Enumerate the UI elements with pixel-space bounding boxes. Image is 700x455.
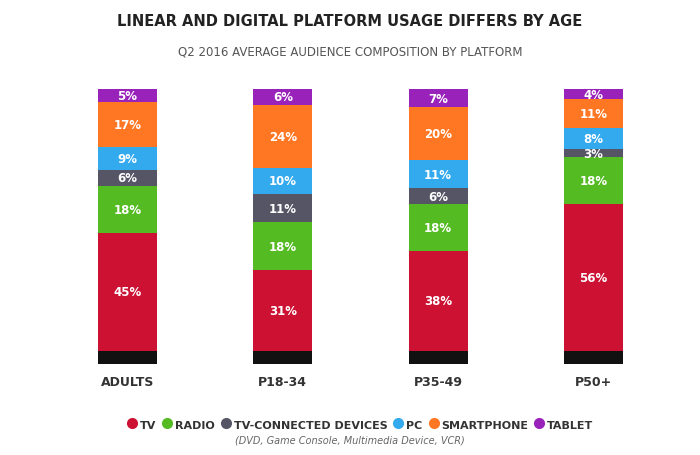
Legend: TV, RADIO, TV-CONNECTED DEVICES, PC, SMARTPHONE, TABLET: TV, RADIO, TV-CONNECTED DEVICES, PC, SMA… bbox=[123, 415, 598, 434]
Text: 6%: 6% bbox=[428, 190, 448, 203]
Text: 8%: 8% bbox=[584, 133, 603, 146]
Text: 17%: 17% bbox=[113, 119, 141, 131]
Text: Q2 2016 AVERAGE AUDIENCE COMPOSITION BY PLATFORM: Q2 2016 AVERAGE AUDIENCE COMPOSITION BY … bbox=[178, 46, 522, 59]
Text: 45%: 45% bbox=[113, 286, 141, 298]
Text: LINEAR AND DIGITAL PLATFORM USAGE DIFFERS BY AGE: LINEAR AND DIGITAL PLATFORM USAGE DIFFER… bbox=[118, 14, 582, 29]
Bar bbox=[564, 100, 623, 129]
Text: 4%: 4% bbox=[584, 89, 603, 101]
Bar bbox=[564, 205, 623, 351]
Text: 18%: 18% bbox=[113, 203, 141, 217]
Text: 18%: 18% bbox=[424, 222, 452, 235]
Text: 38%: 38% bbox=[424, 295, 452, 308]
Bar bbox=[409, 252, 468, 351]
Bar bbox=[253, 351, 312, 364]
Bar bbox=[98, 233, 157, 351]
Bar bbox=[253, 106, 312, 168]
Text: 31%: 31% bbox=[269, 304, 297, 317]
Text: (DVD, Game Console, Multimedia Device, VCR): (DVD, Game Console, Multimedia Device, V… bbox=[235, 435, 465, 445]
Text: 11%: 11% bbox=[269, 202, 297, 215]
Bar bbox=[253, 270, 312, 351]
Text: 11%: 11% bbox=[424, 168, 452, 181]
Text: 24%: 24% bbox=[269, 130, 297, 143]
Bar bbox=[564, 90, 623, 100]
Bar bbox=[564, 150, 623, 158]
Text: 18%: 18% bbox=[269, 240, 297, 253]
Bar bbox=[409, 108, 468, 160]
Bar bbox=[409, 351, 468, 364]
Bar bbox=[409, 189, 468, 205]
Bar bbox=[564, 158, 623, 205]
Text: 7%: 7% bbox=[428, 92, 448, 106]
Bar bbox=[253, 194, 312, 223]
Text: 11%: 11% bbox=[580, 108, 608, 121]
Text: 9%: 9% bbox=[118, 152, 137, 166]
Bar bbox=[98, 187, 157, 233]
Text: 6%: 6% bbox=[118, 172, 137, 185]
Bar bbox=[253, 223, 312, 270]
Text: 6%: 6% bbox=[273, 91, 293, 104]
Text: 5%: 5% bbox=[118, 90, 137, 103]
Text: 10%: 10% bbox=[269, 175, 297, 188]
Bar bbox=[409, 90, 468, 108]
Text: 20%: 20% bbox=[424, 128, 452, 141]
Bar bbox=[98, 147, 157, 171]
Bar bbox=[409, 160, 468, 189]
Bar bbox=[564, 351, 623, 364]
Text: 56%: 56% bbox=[580, 271, 608, 284]
Text: 18%: 18% bbox=[580, 175, 608, 188]
Bar bbox=[564, 129, 623, 150]
Bar bbox=[253, 90, 312, 106]
Bar bbox=[98, 171, 157, 187]
Bar bbox=[98, 90, 157, 103]
Bar bbox=[98, 351, 157, 364]
Text: 3%: 3% bbox=[584, 147, 603, 160]
Bar bbox=[409, 205, 468, 252]
Bar bbox=[98, 103, 157, 147]
Bar bbox=[253, 168, 312, 194]
